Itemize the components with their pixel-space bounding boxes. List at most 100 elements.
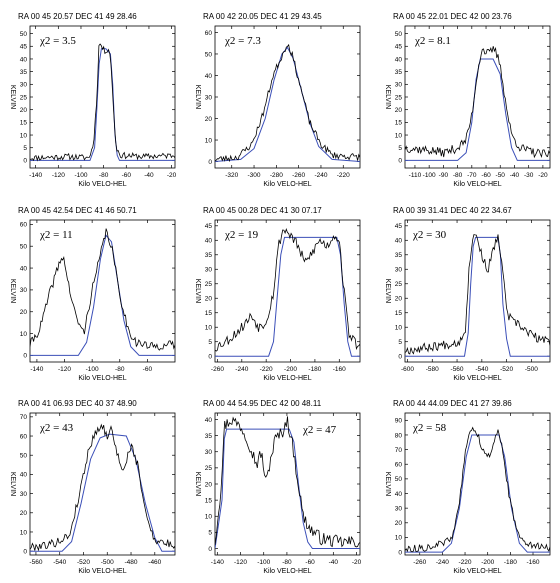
y-tick-label: 20 bbox=[205, 116, 213, 123]
y-tick-label: 30 bbox=[20, 82, 28, 89]
y-axis-label: KELVIN bbox=[9, 85, 16, 109]
x-tick-label: -300 bbox=[248, 172, 261, 179]
x-tick-label: -100 bbox=[74, 172, 87, 179]
observed-spectrum-line bbox=[215, 416, 360, 548]
y-tick-label: 40 bbox=[205, 238, 213, 245]
model-fit-line bbox=[405, 58, 550, 161]
y-tick-label: 25 bbox=[395, 281, 403, 288]
spectrum-panel: RA 00 39 31.41 DEC 40 22 34.67 -600 -580 -5… bbox=[384, 206, 551, 382]
y-tick-label: 0 bbox=[208, 159, 212, 166]
panel-title: RA 00 44 44.09 DEC 41 27 39.86 bbox=[393, 399, 512, 408]
x-axis-label: Kilo VELO-HEL bbox=[263, 375, 311, 382]
y-tick-label: 30 bbox=[395, 267, 403, 274]
y-axis-label: KELVIN bbox=[384, 472, 391, 496]
plot-frame bbox=[29, 219, 176, 363]
model-fit-line bbox=[405, 434, 550, 553]
plot-frame bbox=[29, 25, 176, 169]
spectrum-panel: RA 00 45 22.01 DEC 42 00 23.76 -110 -100 -9… bbox=[384, 12, 551, 188]
x-tick-label: -520 bbox=[77, 559, 90, 566]
y-tick-label: 45 bbox=[205, 223, 213, 230]
y-tick-label: 30 bbox=[205, 449, 213, 456]
x-tick-label: -110 bbox=[409, 172, 422, 179]
y-tick-label: 0 bbox=[208, 354, 212, 361]
y-axis-label: KELVIN bbox=[194, 279, 201, 303]
panel-title: RA 00 42 20.05 DEC 41 29 43.45 bbox=[203, 12, 322, 21]
chi-squared-label: χ2 = 58 bbox=[412, 422, 447, 434]
model-fit-line bbox=[30, 234, 175, 356]
plot-frame bbox=[29, 412, 176, 556]
x-tick-label: -560 bbox=[451, 366, 464, 373]
x-tick-label: -140 bbox=[30, 366, 43, 373]
x-tick-label: -600 bbox=[401, 366, 414, 373]
plot-frame bbox=[404, 219, 551, 363]
y-tick-label: 0 bbox=[398, 354, 402, 361]
y-tick-label: 90 bbox=[395, 418, 403, 425]
y-tick-label: 60 bbox=[395, 462, 403, 469]
y-tick-label: 15 bbox=[205, 497, 213, 504]
y-tick-label: 25 bbox=[205, 465, 213, 472]
y-tick-label: 15 bbox=[395, 310, 403, 317]
panel-title: RA 00 45 22.01 DEC 42 00 23.76 bbox=[393, 12, 512, 21]
y-tick-label: 5 bbox=[208, 339, 212, 346]
chi-squared-label: χ2 = 30 bbox=[412, 229, 447, 241]
x-tick-label: -90 bbox=[439, 172, 449, 179]
chi-squared-label: χ2 = 11 bbox=[39, 229, 73, 241]
model-fit-line bbox=[215, 428, 360, 549]
y-tick-label: 50 bbox=[20, 244, 28, 251]
y-tick-label: 10 bbox=[395, 535, 403, 542]
x-tick-label: -80 bbox=[115, 366, 125, 373]
y-tick-label: 20 bbox=[20, 510, 28, 517]
observed-spectrum-line bbox=[215, 43, 360, 163]
y-tick-label: 60 bbox=[20, 433, 28, 440]
x-tick-label: -100 bbox=[257, 559, 270, 566]
y-tick-label: 50 bbox=[395, 476, 403, 483]
x-tick-label: -40 bbox=[329, 559, 339, 566]
x-axis-label: Kilo VELO-HEL bbox=[453, 181, 501, 188]
x-tick-label: -120 bbox=[234, 559, 247, 566]
x-tick-label: -240 bbox=[235, 366, 248, 373]
plot-frame bbox=[404, 412, 551, 556]
x-tick-label: -520 bbox=[500, 366, 513, 373]
x-tick-label: -140 bbox=[211, 559, 224, 566]
y-tick-label: 40 bbox=[20, 472, 28, 479]
x-tick-label: -100 bbox=[423, 172, 436, 179]
y-tick-label: 20 bbox=[205, 296, 213, 303]
x-tick-label: -140 bbox=[29, 172, 42, 179]
x-tick-label: -120 bbox=[52, 172, 65, 179]
x-axis-label: Kilo VELO-HEL bbox=[263, 568, 311, 575]
x-tick-label: -200 bbox=[481, 559, 494, 566]
y-tick-label: 60 bbox=[20, 222, 28, 229]
y-tick-label: 25 bbox=[205, 281, 213, 288]
chi-squared-label: χ2 = 7.3 bbox=[224, 35, 261, 47]
y-tick-label: 35 bbox=[395, 69, 403, 76]
y-tick-label: 50 bbox=[20, 31, 28, 38]
y-tick-label: 40 bbox=[395, 491, 403, 498]
x-tick-label: -540 bbox=[475, 366, 488, 373]
panel-title: RA 00 41 06.93 DEC 40 37 48.90 bbox=[18, 399, 137, 408]
model-fit-line bbox=[215, 236, 360, 357]
x-tick-label: -180 bbox=[308, 366, 321, 373]
y-tick-label: 10 bbox=[205, 325, 213, 332]
x-tick-label: -80 bbox=[453, 172, 463, 179]
y-tick-label: 40 bbox=[395, 56, 403, 63]
x-axis-label: Kilo VELO-HEL bbox=[78, 181, 126, 188]
spectrum-panel: RA 00 45 00.28 DEC 41 30 07.17 -260 -240 -2… bbox=[194, 206, 361, 382]
x-axis-label: Kilo VELO-HEL bbox=[78, 568, 126, 575]
spectrum-panel: RA 00 45 20.57 DEC 41 49 28.46 -140 -120 -1… bbox=[9, 12, 177, 188]
y-axis-label: KELVIN bbox=[384, 279, 391, 303]
spectrum-panel: RA 00 41 06.93 DEC 40 37 48.90 -560 -540 -5… bbox=[9, 399, 176, 575]
y-tick-label: 0 bbox=[23, 158, 27, 165]
x-tick-label: -500 bbox=[525, 366, 538, 373]
panel-title: RA 00 45 20.57 DEC 41 49 28.46 bbox=[18, 12, 137, 21]
x-tick-label: -540 bbox=[53, 559, 66, 566]
y-tick-label: 70 bbox=[20, 414, 28, 421]
y-tick-label: 80 bbox=[395, 432, 403, 439]
model-fit-line bbox=[30, 48, 175, 161]
y-axis-label: KELVIN bbox=[194, 472, 201, 496]
y-tick-label: 10 bbox=[20, 132, 28, 139]
y-tick-label: 35 bbox=[205, 252, 213, 259]
x-tick-label: -260 bbox=[413, 559, 426, 566]
y-tick-label: 40 bbox=[20, 56, 28, 63]
y-tick-label: 15 bbox=[205, 310, 213, 317]
